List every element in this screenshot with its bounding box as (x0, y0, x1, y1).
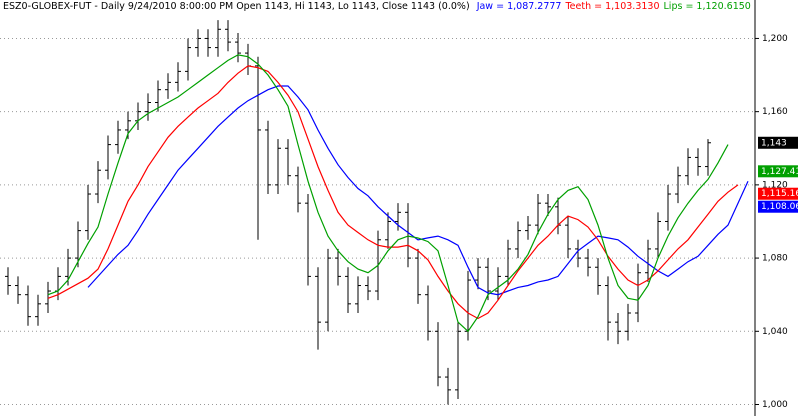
y-tick-label: 1,120 (762, 180, 788, 190)
price-tag-label: 1,143 (761, 138, 787, 148)
indicator-line (47, 65, 739, 320)
indicator-line (87, 85, 749, 296)
price-tag-label: 1,115.16 (761, 189, 800, 199)
y-tick-label: 1,080 (762, 254, 788, 264)
price-tag-label: 1,108.06 (761, 202, 800, 212)
indicator-line (47, 54, 729, 333)
legend-entry: Lips = 1,120.6150 (663, 1, 751, 12)
price-tag (758, 200, 798, 213)
legend-entry: Teeth = 1,103.3130 (565, 1, 660, 12)
y-tick-label: 1,200 (762, 34, 788, 44)
price-tag (758, 165, 798, 178)
y-tick-label: 1,000 (762, 400, 788, 410)
price-tag (758, 187, 798, 200)
chart-title: ESZ0-GLOBEX-FUT - Daily 9/24/2010 8:00:0… (3, 1, 470, 12)
header: ESZ0-GLOBEX-FUT - Daily 9/24/2010 8:00:0… (3, 1, 755, 12)
legend-entry: Jaw = 1,087.2777 (476, 1, 562, 12)
y-tick-label: 1,160 (762, 107, 788, 117)
y-tick-label: 1,040 (762, 327, 788, 337)
price-tag-label: 1,127.41 (761, 167, 800, 177)
price-tag (758, 136, 798, 149)
